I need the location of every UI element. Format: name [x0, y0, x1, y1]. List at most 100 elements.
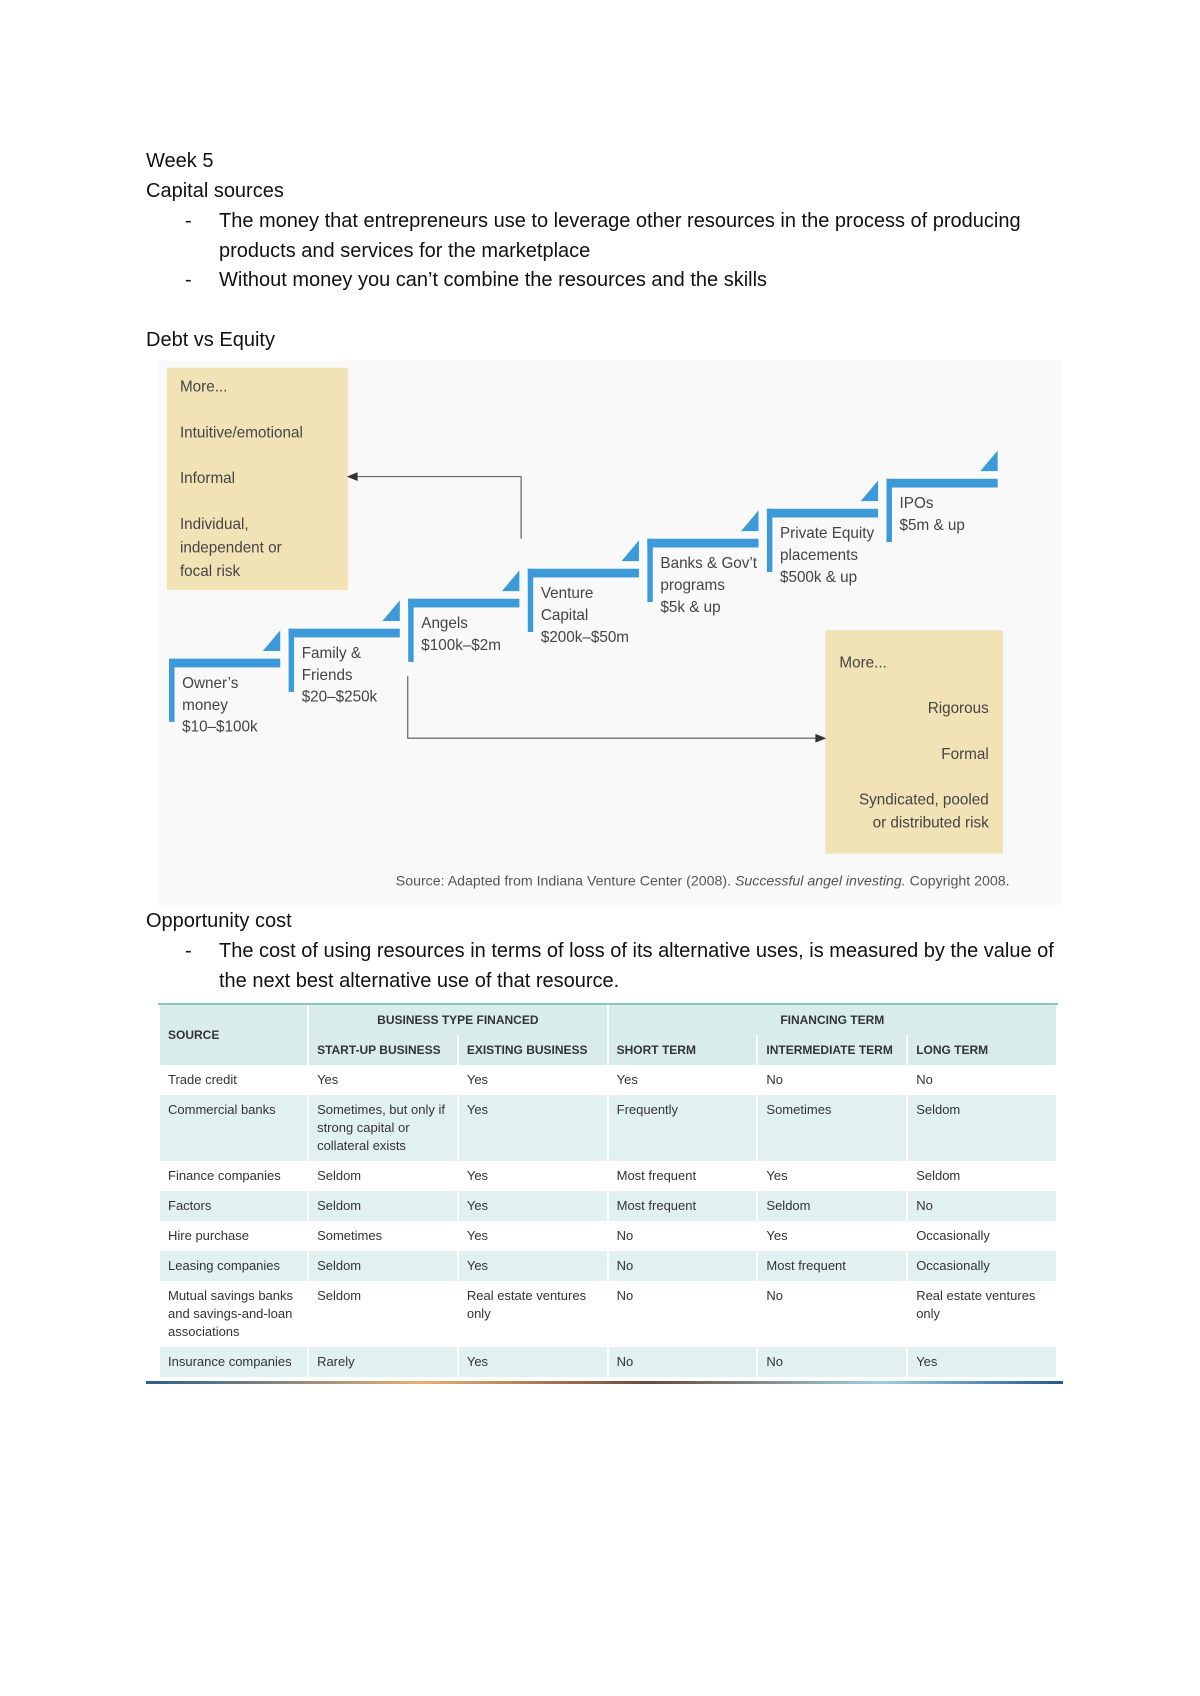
box-texts: More... Intuitive/emotional Informal Indivi…	[180, 379, 989, 832]
box-label: Individual,	[180, 516, 249, 533]
step-label: $200k–$50m	[541, 629, 629, 646]
table-body: Trade credit Yes Yes Yes No No Commercial bank…	[160, 1065, 1056, 1377]
dash: -	[185, 269, 192, 291]
step-side	[886, 478, 892, 543]
table-cell: Seldom	[309, 1251, 457, 1281]
step-label: Family &	[302, 645, 361, 662]
column-header: SHORT TERM	[608, 1035, 757, 1065]
step-top	[408, 598, 520, 608]
box-label: Formal	[941, 746, 988, 763]
table-cell: Seldom	[758, 1191, 907, 1221]
step-label: programs	[660, 577, 725, 594]
table-cell: No	[608, 1347, 757, 1377]
table-cell: Yes	[616, 1072, 638, 1087]
step-label: $5m & up	[900, 517, 965, 534]
capital-diagram: Owner’s money $10–$100k Family & Friends $20–…	[158, 360, 1063, 905]
table-cell: Yes	[466, 1228, 489, 1243]
step-side	[288, 628, 295, 692]
table-cell: Yes	[466, 1072, 489, 1087]
step-arrow	[980, 450, 998, 472]
table-cell: Seldom	[908, 1095, 1056, 1161]
decorative-rule	[146, 1381, 1063, 1384]
step-label: Angels	[421, 615, 468, 632]
table-cell: Seldom	[317, 1168, 362, 1183]
table-cell: Insurance companies	[160, 1347, 308, 1377]
group-header: FINANCING TERM	[608, 1005, 1056, 1035]
bullet: - Without money you can’t combine the res…	[185, 265, 1065, 295]
table-cell: Leasing companies	[160, 1251, 308, 1281]
box-label: More...	[839, 654, 886, 671]
step-arrow	[501, 570, 520, 592]
column-header: EXISTING BUSINESS	[458, 1035, 607, 1065]
right-box	[825, 630, 1003, 854]
table-cell: Real estate ventures only	[466, 1288, 587, 1321]
table-cell: Frequently	[608, 1095, 757, 1161]
table-cell: No	[766, 1072, 784, 1087]
table-cell: Yes	[458, 1251, 607, 1281]
box-label: More...	[180, 379, 227, 396]
step-top	[886, 478, 998, 488]
table-cell: Most frequent	[616, 1168, 697, 1183]
bullet: - The money that entrepreneurs use to lev…	[185, 206, 1065, 266]
table-head: SOURCE BUSINESS TYPE FINANCED FINANCING …	[160, 1005, 1056, 1065]
left-box	[166, 367, 348, 590]
box-label: Intuitive/emotional	[180, 424, 303, 441]
arrow-line	[407, 676, 818, 739]
table-row: Mutual savings banks and savings-and-loa…	[160, 1281, 1056, 1347]
table-cell: Real estate ventures only	[916, 1288, 1036, 1321]
table-cell: Sometimes, but only if strong capital or…	[309, 1095, 457, 1161]
step-label: Friends	[302, 667, 353, 684]
table-cell: Seldom	[317, 1288, 362, 1303]
step-label: Banks & Gov’t	[660, 555, 757, 572]
table-cell: Yes	[766, 1228, 788, 1243]
step-side	[408, 598, 414, 662]
table-cell: Finance companies	[168, 1168, 281, 1183]
step-top	[647, 538, 759, 548]
subtitle: Capital sources	[146, 180, 284, 202]
bullet-text: The money that entrepreneurs use to leve…	[219, 210, 1021, 262]
table-cell: Seldom	[916, 1168, 961, 1183]
rule	[146, 1381, 1063, 1384]
step-top	[288, 628, 400, 638]
step-side	[527, 568, 534, 632]
table-cell: Sometimes	[317, 1228, 383, 1243]
table-cell: Mutual savings banks and savings-and-loa…	[168, 1288, 294, 1339]
step-label: Private Equity	[780, 525, 874, 542]
step-arrow	[860, 480, 879, 502]
table-row: Commercial banks Sometimes, but only if s…	[160, 1095, 1056, 1161]
header-row: START-UP BUSINESS EXISTING BUSINESS SHORT …	[160, 1035, 1056, 1065]
box-label: independent or	[180, 539, 282, 556]
source-prefix: Source: Adapted from Indiana Venture Cen…	[396, 873, 731, 889]
table-cell: Rarely	[309, 1347, 457, 1377]
steps: Owner’s money $10–$100k Family & Friends $20–…	[169, 450, 998, 736]
step-label: Capital	[541, 607, 588, 624]
heading: Opportunity cost	[146, 910, 292, 932]
step-label: Owner’s	[182, 675, 239, 692]
table-cell: Trade credit	[168, 1072, 237, 1087]
source-title: Successful angel investing.	[735, 873, 906, 889]
table-cell: Most frequent	[608, 1191, 757, 1221]
table-cell: Yes	[458, 1095, 607, 1161]
table-row: Hire purchase Sometimes Yes No Yes Occasional…	[160, 1221, 1056, 1251]
table-cell: Sometimes	[758, 1095, 907, 1161]
arrow-line	[355, 476, 522, 539]
step-label: $20–$250k	[302, 689, 378, 706]
step-side	[647, 538, 653, 602]
step-label: $10–$100k	[182, 719, 258, 736]
table-cell: Yes	[466, 1168, 489, 1183]
header-row: SOURCE BUSINESS TYPE FINANCED FINANCING …	[160, 1005, 1056, 1065]
step-label: $500k & up	[780, 569, 857, 586]
table-cell: Occasionally	[916, 1228, 990, 1243]
table-cell: Yes	[317, 1072, 339, 1087]
table-cell: Yes	[908, 1347, 1056, 1377]
table-cell: Factors	[160, 1191, 308, 1221]
bullet-text: The cost of using resources in terms of …	[219, 940, 1054, 992]
step-top	[527, 568, 639, 578]
box-label: Informal	[180, 470, 235, 487]
heading: Debt vs Equity	[146, 329, 275, 351]
source-suffix: Copyright 2008.	[910, 873, 1010, 889]
step-label: $5k & up	[660, 599, 720, 616]
table-row: Finance companies Seldom Yes Most frequent Y…	[160, 1161, 1056, 1191]
step-label: $100k–$2m	[421, 637, 501, 654]
